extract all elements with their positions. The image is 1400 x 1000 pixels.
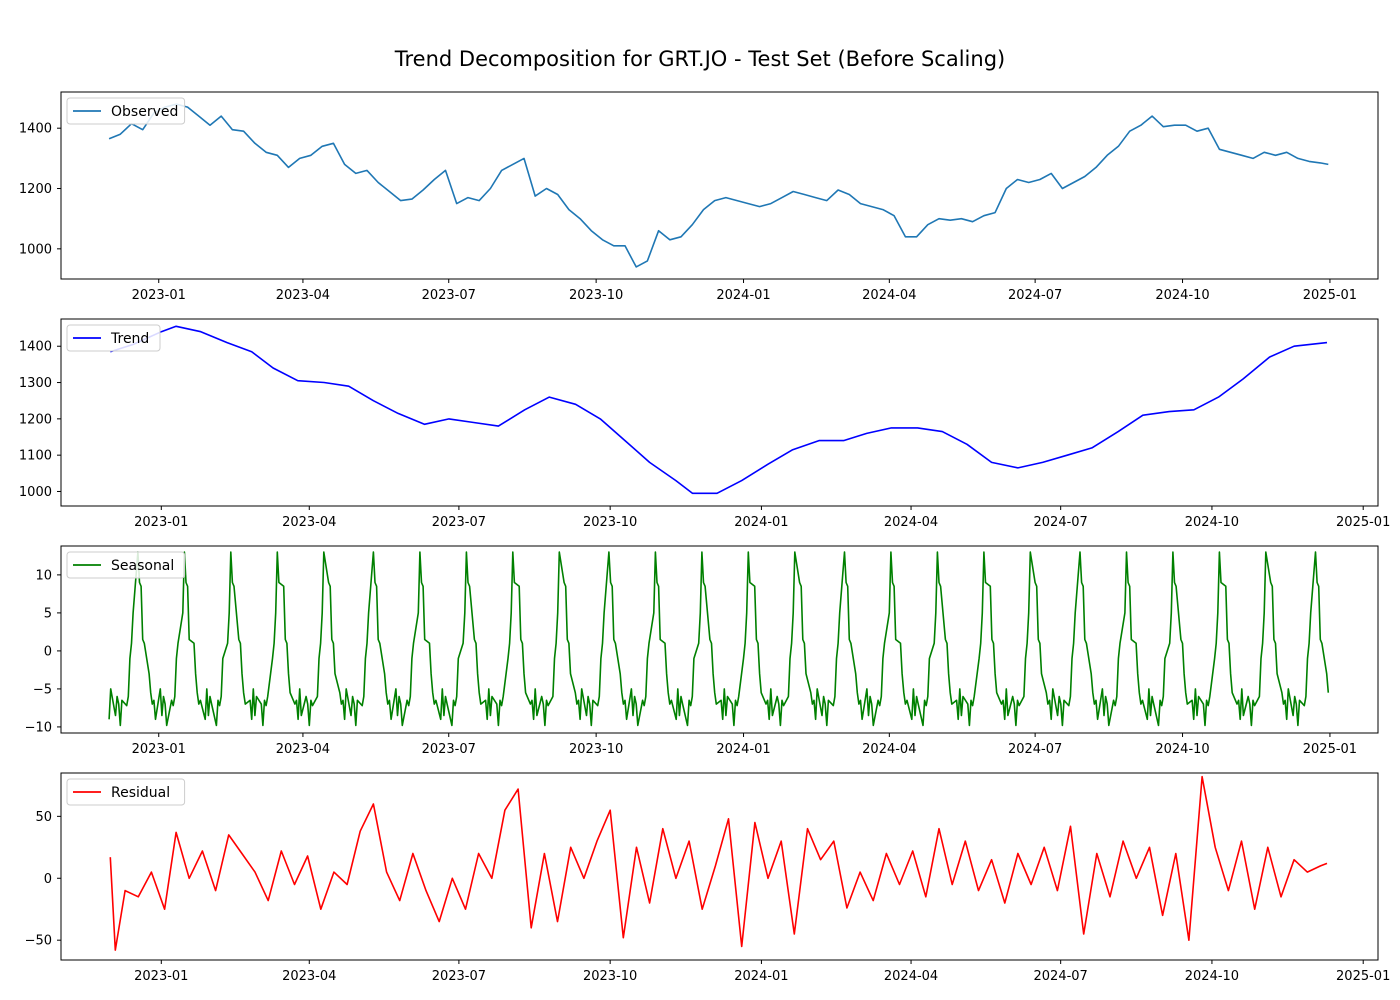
- y-tick-label: −10: [25, 720, 52, 735]
- seasonal-series-line: [108, 551, 1330, 727]
- y-tick-label: 10: [35, 568, 52, 583]
- figure-title: Trend Decomposition for GRT.JO - Test Se…: [394, 47, 1005, 71]
- x-tick-label: 2023-04: [276, 742, 330, 757]
- panel-residual: 2023-01 2023-04 2023-07 2023-10 2024-01 2024-…: [25, 772, 1390, 984]
- x-tick-label: 2024-01: [716, 288, 770, 303]
- legend-residual: Residual: [66, 778, 186, 806]
- x-tick-label: 2025-01: [1336, 515, 1390, 530]
- x-tick-label: 2024-07: [1034, 969, 1088, 984]
- legend-box: [66, 551, 186, 579]
- y-tick-label: 1200: [19, 182, 52, 197]
- x-tick-label: 2023-07: [422, 742, 476, 757]
- legend-label: Trend: [110, 331, 149, 347]
- x-tick-label: 2024-04: [884, 969, 938, 984]
- observed-series-line: [108, 103, 1329, 268]
- x-tick-label: 2023-01: [132, 288, 186, 303]
- x-tick-label: 2023-01: [134, 515, 188, 530]
- x-tick-label: 2023-01: [132, 742, 186, 757]
- legend-box: [66, 324, 161, 352]
- legend-box: [66, 97, 186, 125]
- panel-trend: 2023-01 2023-04 2023-07 2023-10 2024-01 2024-…: [19, 318, 1390, 530]
- y-tick-label: 50: [35, 810, 52, 825]
- x-tick-label: 2024-04: [862, 288, 916, 303]
- trend-series-line: [110, 325, 1328, 495]
- legend-seasonal: Seasonal: [66, 551, 186, 579]
- y-tick-label: 5: [44, 606, 52, 621]
- axes-frame: [60, 545, 1379, 734]
- residual-series-line: [109, 775, 1328, 951]
- x-tick-label: 2023-04: [282, 969, 336, 984]
- y-tick-label: 1000: [19, 485, 52, 500]
- y-tick-label: 1100: [19, 449, 52, 464]
- y-tick-label: 1400: [19, 122, 52, 137]
- legend-trend: Trend: [66, 324, 161, 352]
- x-tick-label: 2023-07: [432, 515, 486, 530]
- x-tick-label: 2024-07: [1008, 742, 1062, 757]
- legend-label: Residual: [111, 785, 170, 801]
- legend-label: Observed: [111, 104, 178, 120]
- y-tick-label: 0: [44, 872, 52, 887]
- x-tick-label: 2024-04: [862, 742, 916, 757]
- x-tick-label: 2025-01: [1336, 969, 1390, 984]
- axes-frame: [60, 772, 1379, 961]
- axes-frame: [60, 318, 1379, 507]
- subplot-panels: 2023-01 2023-04 2023-07 2023-10 2024-01 2024-…: [19, 91, 1390, 984]
- x-tick-label: 2024-01: [734, 515, 788, 530]
- axes-frame: [60, 91, 1379, 280]
- x-tick-label: 2023-10: [569, 742, 623, 757]
- y-tick-label: −50: [25, 934, 52, 949]
- panel-seasonal: 2023-01 2023-04 2023-07 2023-10 2024-01 2024-…: [25, 545, 1379, 757]
- x-tick-label: 2024-10: [1185, 515, 1239, 530]
- x-tick-label: 2023-01: [134, 969, 188, 984]
- y-tick-label: 0: [44, 644, 52, 659]
- x-tick-label: 2024-04: [884, 515, 938, 530]
- x-tick-label: 2024-01: [716, 742, 770, 757]
- x-tick-label: 2024-10: [1155, 288, 1209, 303]
- y-tick-label: 1200: [19, 412, 52, 427]
- x-tick-label: 2024-10: [1185, 969, 1239, 984]
- x-tick-label: 2023-10: [569, 288, 623, 303]
- panel-observed: 2023-01 2023-04 2023-07 2023-10 2024-01 2024-…: [19, 91, 1379, 303]
- legend-label: Seasonal: [111, 558, 174, 574]
- x-tick-label: 2024-07: [1034, 515, 1088, 530]
- x-tick-label: 2025-01: [1303, 742, 1357, 757]
- legend-observed: Observed: [66, 97, 186, 125]
- x-tick-label: 2023-04: [276, 288, 330, 303]
- legend-box: [66, 778, 186, 806]
- x-tick-label: 2023-07: [422, 288, 476, 303]
- x-tick-label: 2024-10: [1155, 742, 1209, 757]
- x-tick-label: 2024-07: [1008, 288, 1062, 303]
- x-tick-label: 2023-07: [432, 969, 486, 984]
- y-tick-label: 1400: [19, 340, 52, 355]
- y-tick-label: 1000: [19, 242, 52, 257]
- x-tick-label: 2025-01: [1303, 288, 1357, 303]
- y-tick-label: 1300: [19, 376, 52, 391]
- x-tick-label: 2024-01: [734, 969, 788, 984]
- x-tick-label: 2023-04: [282, 515, 336, 530]
- x-tick-label: 2023-10: [583, 515, 637, 530]
- y-tick-label: −5: [33, 682, 52, 697]
- x-tick-label: 2023-10: [583, 969, 637, 984]
